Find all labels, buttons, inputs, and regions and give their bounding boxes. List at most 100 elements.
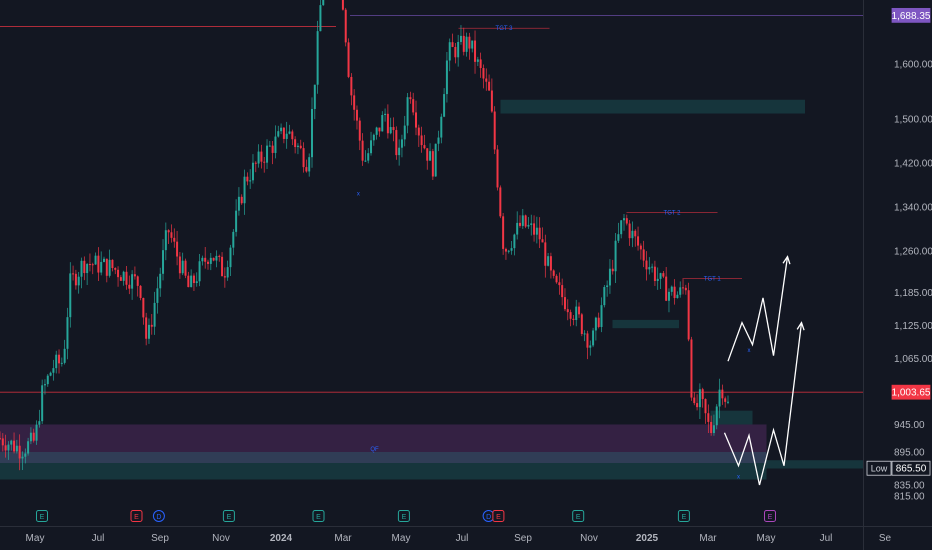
candle-body	[448, 42, 451, 61]
candle-body	[271, 145, 274, 153]
candle-body	[201, 257, 204, 262]
candle-body	[721, 389, 724, 399]
price-label-last: 1,003.65	[892, 384, 931, 400]
candle-body	[347, 42, 350, 77]
price-axis[interactable]: 1,900.001,780.001,600.001,500.001,420.00…	[894, 0, 932, 503]
candle-body	[623, 218, 625, 221]
candle-body	[710, 421, 713, 434]
projections-layer	[723, 255, 805, 486]
candle-body	[535, 227, 538, 235]
candle-body	[398, 147, 401, 156]
candle-body	[549, 256, 552, 271]
event-marker: E	[572, 510, 585, 522]
candle-body	[521, 215, 524, 226]
event-marker: E	[397, 510, 410, 522]
candle-body	[690, 339, 693, 398]
candle-body	[670, 286, 673, 292]
candle-body	[445, 60, 448, 95]
price-tick-label: 1,420.00	[894, 159, 932, 170]
candle-body	[701, 389, 704, 400]
candle-body	[355, 109, 358, 121]
candle-body	[316, 31, 319, 85]
candle-body	[625, 218, 628, 224]
event-marker-label: D	[486, 514, 491, 521]
candle-body	[583, 333, 586, 335]
candle-body	[232, 231, 235, 248]
candle-body	[105, 258, 108, 276]
candle-body	[145, 317, 148, 339]
candle-body	[634, 230, 637, 237]
time-axis[interactable]: May Jul Sep Nov 2024 Mar May Jul Sep Nov 2025 Mar Ma…	[26, 533, 892, 544]
candle-body	[308, 157, 311, 172]
price-label-level: 1,688.35	[892, 7, 931, 23]
candle-body	[277, 131, 280, 137]
candle-body	[274, 136, 277, 153]
candle-body	[176, 241, 179, 257]
candle-body	[637, 236, 640, 246]
candle-body	[215, 255, 218, 261]
price-tick-label: 835.00	[894, 481, 925, 492]
time-tick-label: Nov	[580, 533, 598, 544]
event-marker-label: E	[40, 514, 45, 521]
candle-body	[167, 230, 170, 233]
candle-body	[254, 162, 257, 164]
candle-body	[100, 261, 103, 273]
price-tick-label: 895.00	[894, 447, 925, 458]
candle-body	[372, 134, 375, 141]
event-marker-bg	[492, 510, 505, 522]
event-marker-label: E	[496, 514, 501, 521]
zone-demand	[766, 460, 864, 469]
candle-body	[74, 273, 77, 286]
price-tick-label: 815.00	[894, 492, 925, 503]
event-marker: E	[492, 510, 505, 522]
candle-body	[288, 131, 291, 134]
candle-body	[268, 145, 271, 147]
candle-body	[66, 317, 69, 349]
price-tick-label: 1,065.00	[894, 354, 932, 365]
candle-body	[29, 432, 32, 442]
candle-body	[468, 36, 471, 49]
candle-body	[490, 90, 493, 112]
candle-body	[507, 250, 510, 252]
candle-body	[642, 249, 645, 261]
candle-body	[429, 151, 432, 161]
candle-body	[516, 222, 519, 235]
candle-body	[541, 239, 544, 243]
candle-body	[4, 445, 7, 451]
event-marker-bg	[572, 510, 585, 522]
candle-body	[426, 148, 429, 161]
candle-body	[69, 273, 72, 318]
candle-body	[698, 389, 701, 408]
price-label-value: 1,003.65	[892, 388, 931, 399]
time-tick-label: Se	[879, 533, 892, 544]
candle-body	[46, 375, 49, 385]
candle-body	[251, 162, 254, 181]
candle-body	[311, 108, 313, 158]
candle-body	[555, 275, 558, 283]
price-label-tag-bg	[866, 460, 892, 476]
candle-body	[603, 287, 606, 306]
candle-body	[302, 148, 305, 168]
candle-body	[133, 274, 136, 277]
candle-body	[91, 264, 94, 266]
candle-body	[575, 306, 578, 320]
time-tick-label: 2025	[636, 533, 659, 544]
candle-body	[249, 180, 252, 182]
candle-body	[715, 406, 718, 426]
candle-body	[246, 176, 249, 182]
candle-body	[620, 220, 623, 235]
price-tick-label: 1,125.00	[894, 321, 932, 332]
candle-body	[240, 196, 243, 204]
time-tick-label: May	[26, 533, 45, 544]
annotation-label: x	[357, 191, 360, 197]
candle-body	[341, 0, 344, 10]
candle-body	[173, 237, 176, 242]
candle-body	[18, 445, 21, 459]
candle-body	[285, 133, 288, 139]
candle-body	[409, 97, 412, 100]
candle-body	[63, 348, 66, 363]
event-marker: E	[130, 510, 143, 522]
